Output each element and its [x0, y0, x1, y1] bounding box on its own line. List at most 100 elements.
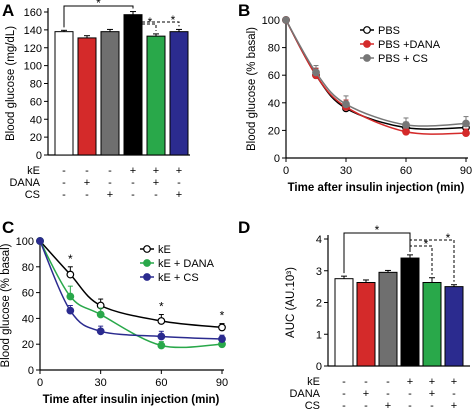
condition-mark: + [153, 165, 159, 177]
condition-mark: + [176, 189, 182, 201]
panel-letter-b: B [238, 1, 250, 20]
condition-mark: - [342, 376, 346, 388]
y-tick-label: 80 [30, 79, 42, 91]
legend-swatch-marker [363, 40, 371, 48]
data-point [96, 310, 105, 319]
condition-mark: - [452, 388, 456, 400]
x-tick-label: 90 [460, 165, 472, 177]
legend-swatch-marker [143, 245, 151, 253]
condition-mark: - [131, 189, 135, 201]
y-axis-label: Blood glucose (% basal) [0, 243, 12, 367]
y-axis-label: AUC (AU.10³) [285, 267, 297, 338]
panel-letter-a: A [2, 1, 14, 20]
data-point [96, 327, 105, 336]
condition-row-label: CS [305, 400, 320, 412]
x-axis-label: Time after insulin injection (min) [288, 182, 465, 194]
condition-mark: - [342, 400, 346, 412]
condition-mark: - [85, 165, 89, 177]
condition-mark: + [153, 177, 159, 189]
condition-mark: - [364, 376, 368, 388]
data-point [402, 127, 410, 136]
legend-swatch-marker [363, 54, 371, 62]
condition-mark: - [131, 177, 135, 189]
data-point [218, 323, 226, 332]
bar [146, 35, 166, 156]
data-point [157, 317, 166, 325]
significance-star: * [220, 309, 225, 323]
significance-star: * [424, 237, 429, 251]
legend-label: kE + DANA [158, 258, 215, 270]
significance-bracket [63, 5, 134, 28]
x-tick-label: 60 [400, 165, 412, 177]
y-tick-label: 100 [16, 236, 34, 248]
y-tick-label: 2 [316, 298, 322, 310]
x-tick-label: 30 [340, 165, 352, 177]
condition-mark: + [107, 189, 113, 201]
significance-bracket [409, 245, 433, 275]
significance-star: * [96, 0, 101, 10]
y-tick-label: 3 [316, 266, 322, 278]
bar [378, 271, 398, 367]
bar [422, 281, 442, 367]
panel-letter-d: D [238, 218, 250, 237]
legend-swatch-marker [363, 26, 371, 34]
condition-row-label: DANA [289, 388, 320, 400]
condition-row-label: CS [25, 189, 40, 201]
data-point [312, 68, 320, 77]
y-tick-label: 160 [24, 7, 42, 19]
significance-bracket [132, 21, 180, 28]
bar [356, 281, 376, 367]
condition-mark: - [108, 177, 112, 189]
condition-mark: - [408, 400, 412, 412]
legend-label: kE [158, 244, 171, 256]
y-tick-label: 0 [274, 153, 280, 165]
y-tick-label: 80 [268, 43, 280, 55]
significance-bracket [409, 239, 455, 282]
data-point [402, 120, 410, 129]
y-tick-label: 80 [22, 262, 34, 274]
bar [169, 31, 189, 156]
significance-star: * [171, 13, 176, 27]
y-tick-label: 140 [24, 25, 42, 37]
condition-mark: - [62, 165, 66, 177]
x-axis-label: Time after insulin injection (min) [43, 394, 220, 406]
significance-star: * [159, 300, 164, 314]
panel-letter-c: C [2, 218, 14, 237]
y-tick-label: 60 [22, 288, 34, 300]
significance-star: * [446, 231, 451, 245]
y-axis-label: Blood glucose (mg/dL) [5, 26, 17, 141]
data-point [66, 306, 75, 315]
condition-mark: + [130, 165, 136, 177]
condition-mark: + [451, 376, 457, 388]
condition-mark: - [430, 400, 434, 412]
condition-mark: - [154, 189, 158, 201]
significance-star: * [375, 223, 380, 237]
legend-swatch-marker [143, 273, 151, 281]
y-axis-label: Blood glucose (% basal) [246, 27, 258, 151]
condition-mark: - [108, 165, 112, 177]
bar [444, 286, 464, 367]
data-point [462, 129, 470, 138]
data-point [66, 270, 75, 279]
data-point [218, 335, 226, 343]
y-tick-label: 20 [30, 132, 42, 144]
bar [400, 257, 420, 367]
panel-b-line-chart: 0 20 40 60 80 100 0 30 60 90 Time after insulin in… [246, 15, 472, 194]
y-tick-label: 40 [30, 114, 42, 126]
condition-mark: - [177, 177, 181, 189]
x-tick-label: 0 [283, 165, 289, 177]
y-tick-label: 120 [24, 43, 42, 55]
condition-mark: + [429, 376, 435, 388]
y-tick-label: 100 [24, 61, 42, 73]
y-tick-label: 40 [268, 98, 280, 110]
y-tick-label: 4 [316, 234, 322, 246]
y-tick-label: 100 [262, 15, 280, 27]
significance-star: * [68, 252, 73, 266]
x-tick-label: 60 [155, 377, 167, 389]
bar [100, 31, 120, 156]
legend-label: kE + CS [158, 272, 199, 284]
x-tick-label: 30 [95, 377, 107, 389]
condition-mark: + [451, 400, 457, 412]
